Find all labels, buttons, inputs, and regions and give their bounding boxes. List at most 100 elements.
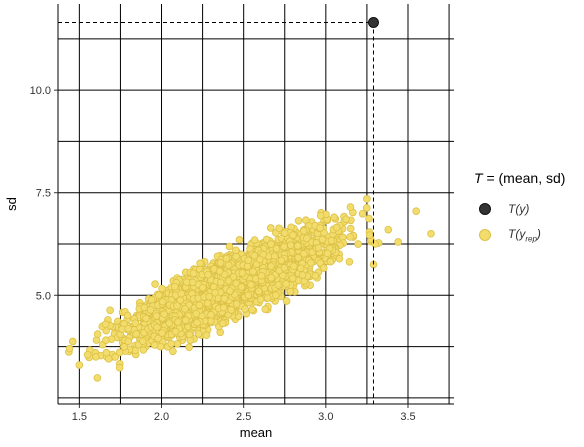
replicated-point — [371, 240, 379, 248]
replicated-point — [262, 235, 271, 244]
replicated-point — [346, 233, 354, 241]
replicated-point — [358, 209, 367, 218]
replicated-point — [290, 262, 298, 271]
replicated-point — [193, 318, 201, 327]
x-tick-label: 2.5 — [236, 411, 251, 423]
replicated-point — [232, 300, 241, 308]
replicated-point — [241, 305, 249, 313]
replicated-point — [257, 272, 266, 280]
replicated-point — [65, 344, 74, 353]
replicated-point — [194, 330, 203, 338]
replicated-point — [294, 253, 302, 262]
replicated-point — [174, 318, 182, 326]
replicated-point — [227, 306, 235, 314]
replicated-point — [124, 337, 133, 346]
replicated-point — [123, 311, 132, 320]
replicated-point — [219, 303, 228, 312]
replicated-point — [384, 225, 393, 234]
replicated-point — [280, 229, 289, 237]
replicated-point — [222, 254, 231, 263]
replicated-point — [188, 278, 197, 287]
replicated-point — [289, 231, 297, 239]
legend-title: T = (mean, sd) — [474, 170, 566, 186]
replicated-point — [316, 211, 325, 220]
replicated-point — [288, 274, 297, 283]
y-tick-label: 10.0 — [30, 85, 51, 97]
replicated-point — [224, 261, 233, 269]
replicated-point — [244, 256, 253, 265]
replicated-point — [412, 207, 421, 215]
replicated-point — [232, 279, 240, 288]
replicated-point — [171, 327, 180, 336]
x-tick-label: 1.5 — [72, 411, 87, 423]
x-tick-label: 3.0 — [318, 411, 333, 423]
replicated-point — [294, 216, 303, 225]
replicated-point — [303, 234, 311, 243]
replicated-point — [75, 361, 84, 369]
replicated-point — [311, 271, 320, 280]
replicated-point — [298, 271, 307, 279]
replicated-point — [318, 235, 327, 244]
replicated-point — [120, 343, 128, 351]
replicated-point — [177, 289, 186, 298]
replicated-point — [238, 269, 247, 277]
replicated-point — [346, 224, 355, 233]
replicated-point — [195, 301, 204, 309]
replicated-point — [173, 302, 181, 310]
replicated-point — [155, 291, 163, 299]
replicated-point — [235, 236, 244, 244]
replicated-point — [185, 330, 194, 339]
replicated-point — [275, 224, 283, 233]
replicated-point — [160, 310, 168, 318]
replicated-point — [83, 350, 92, 359]
replicated-point — [158, 329, 166, 337]
replicated-point — [216, 278, 225, 287]
replicated-point — [139, 337, 147, 346]
replicated-point — [169, 347, 177, 356]
replicated-point — [232, 252, 240, 261]
replicated-point — [250, 236, 259, 244]
replicated-point — [181, 305, 189, 313]
replicated-point — [189, 269, 198, 278]
replicated-point — [131, 319, 140, 327]
legend-label-observed: T(y) — [508, 202, 530, 216]
replicated-point — [365, 231, 374, 239]
replicated-point — [181, 316, 190, 325]
y-axis-title: sd — [4, 197, 19, 211]
y-tick-label: 7.5 — [36, 188, 51, 200]
replicated-point — [363, 195, 371, 203]
replicated-point — [205, 292, 213, 301]
observed-point-layer — [367, 16, 379, 28]
replicated-point — [147, 295, 156, 304]
replicated-point — [316, 224, 324, 232]
replicated-point — [204, 271, 212, 279]
replicated-point — [272, 291, 280, 299]
replicated-point — [152, 312, 161, 320]
replicated-point — [167, 339, 175, 348]
replicated-point — [277, 256, 286, 265]
replicated-point — [158, 297, 167, 306]
replicated-point — [199, 283, 207, 292]
replicated-point — [220, 294, 229, 303]
replicated-point — [115, 348, 124, 357]
replicated-point — [102, 348, 111, 357]
replicated-point — [256, 255, 264, 264]
replicated-point — [314, 243, 323, 252]
replicated-point — [335, 254, 344, 263]
observed-point — [367, 16, 379, 28]
replicated-point — [354, 240, 362, 248]
replicated-point — [280, 263, 289, 272]
legend-key-observed — [474, 198, 496, 220]
replicated-point — [261, 305, 270, 314]
y-tick-label: 5.0 — [36, 290, 51, 302]
replicated-point — [248, 305, 256, 314]
replicated-point — [307, 259, 315, 267]
replicated-point — [202, 331, 211, 340]
replicated-point — [216, 259, 225, 267]
replicated-point — [326, 257, 335, 266]
replicated-point — [267, 240, 275, 248]
observed-reference-lines — [58, 21, 374, 404]
replicated-point — [267, 262, 275, 270]
replicated-point — [237, 283, 246, 291]
replicated-point — [203, 299, 212, 308]
